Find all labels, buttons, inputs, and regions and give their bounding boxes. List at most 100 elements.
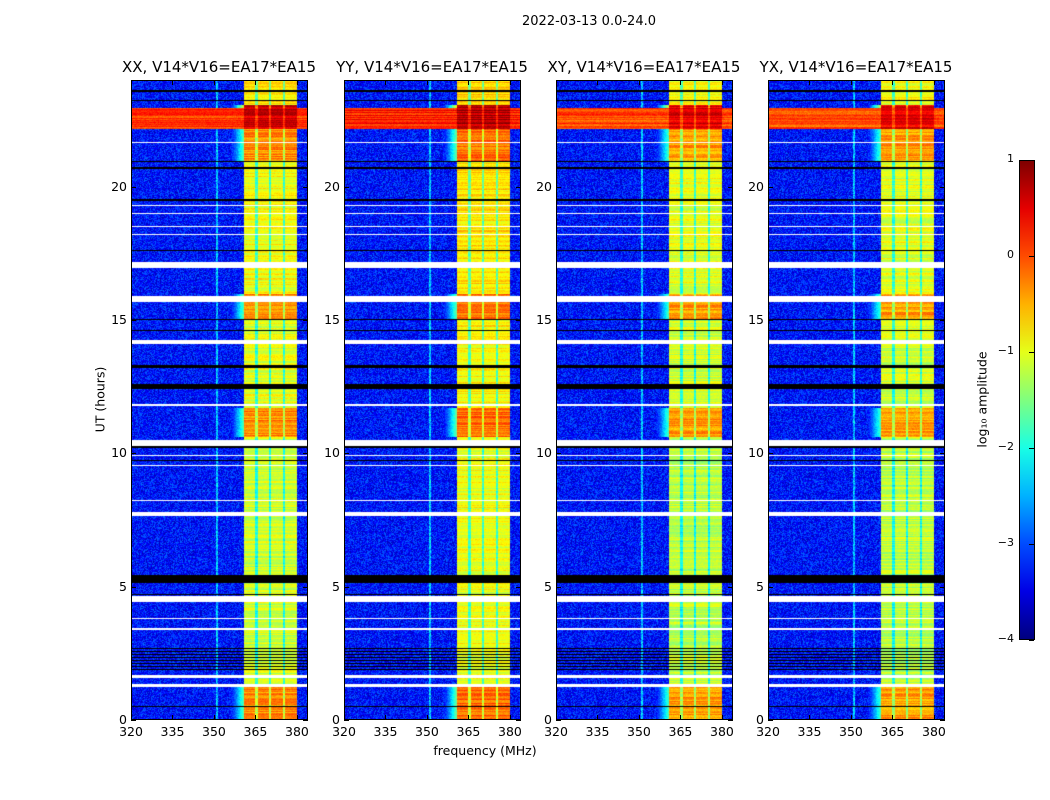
heatmap-panel [131, 80, 308, 720]
y-tick [344, 586, 349, 588]
y-tick-label: 10 [324, 445, 340, 461]
x-tick-top [680, 80, 682, 85]
heatmap-panel [768, 80, 945, 720]
x-tick-top [768, 80, 769, 85]
x-tick-label: 335 [797, 724, 822, 739]
colorbar-tick-label: −2 [997, 440, 1014, 453]
x-tick-label: 350 [415, 724, 439, 739]
y-tick [556, 320, 561, 321]
x-tick [597, 715, 599, 720]
y-tick-right [728, 320, 733, 321]
x-tick-label: 365 [668, 724, 693, 739]
colorbar-tick [1029, 160, 1034, 161]
y-tick [768, 586, 773, 588]
x-tick [296, 715, 298, 720]
x-tick-label: 380 [285, 724, 309, 739]
heatmap-canvas [557, 81, 732, 719]
y-tick-label: 0 [332, 712, 340, 727]
y-tick [131, 186, 136, 188]
y-tick [344, 186, 349, 188]
x-tick-top [721, 80, 723, 85]
x-tick-label: 320 [756, 724, 780, 739]
x-tick-label: 350 [202, 724, 226, 739]
heatmap-panel [556, 80, 733, 720]
y-tick [131, 453, 136, 455]
x-tick-label: 335 [585, 724, 610, 739]
y-axis-label: UT (hours) [92, 366, 108, 433]
x-tick-top [933, 80, 935, 85]
heatmap-panel [344, 80, 521, 720]
x-tick [385, 715, 387, 720]
colorbar-tick-label: 0 [1007, 248, 1014, 261]
y-tick-label: 10 [748, 445, 764, 461]
y-tick-label: 15 [324, 312, 340, 327]
x-tick-label: 365 [243, 724, 268, 739]
colorbar-tick [1029, 448, 1034, 449]
x-tick-top [556, 80, 557, 85]
y-tick-label: 10 [111, 445, 127, 461]
x-tick-label: 380 [498, 724, 522, 739]
y-tick-right [940, 720, 945, 721]
y-tick-label: 20 [111, 178, 127, 194]
y-tick-right [728, 186, 733, 188]
x-tick-top [426, 80, 428, 85]
y-tick [344, 720, 349, 721]
y-tick-right [728, 453, 733, 455]
y-tick-label: 20 [748, 178, 764, 194]
heatmap-canvas [769, 81, 944, 719]
x-tick [213, 715, 215, 720]
y-tick-right [516, 453, 521, 455]
y-tick [131, 586, 136, 588]
x-tick-label: 380 [922, 724, 946, 739]
panel-title: YX, V14*V16=EA17*EA15 [759, 58, 953, 76]
x-tick [892, 715, 894, 720]
x-tick [509, 715, 511, 720]
y-tick [344, 453, 349, 455]
y-tick-right [940, 186, 945, 188]
y-tick [556, 720, 561, 721]
y-tick-label: 0 [544, 712, 552, 727]
x-tick-label: 365 [880, 724, 905, 739]
colorbar-tick [1029, 640, 1034, 641]
y-tick-right [303, 720, 308, 721]
x-tick [768, 715, 769, 720]
x-tick-top [255, 80, 257, 85]
colorbar-tick [1029, 256, 1034, 257]
x-tick-top [131, 80, 132, 85]
x-tick [850, 715, 852, 720]
y-tick [556, 186, 561, 188]
y-tick [556, 586, 561, 588]
y-tick-right [303, 320, 308, 321]
y-tick-right [940, 586, 945, 588]
y-tick-label: 0 [119, 712, 127, 727]
x-tick [131, 715, 132, 720]
y-tick-right [516, 186, 521, 188]
y-tick-right [303, 586, 308, 588]
x-tick-label: 365 [456, 724, 481, 739]
x-tick [556, 715, 557, 720]
x-tick-label: 350 [839, 724, 863, 739]
y-tick [556, 453, 561, 455]
x-tick-label: 320 [544, 724, 568, 739]
colorbar-tick-label: 1 [1007, 152, 1014, 165]
x-tick [255, 715, 257, 720]
x-tick-top [344, 80, 345, 85]
colorbar-tick [1029, 544, 1034, 545]
x-tick-label: 320 [332, 724, 356, 739]
y-tick-right [940, 320, 945, 321]
x-tick [680, 715, 682, 720]
y-tick-right [516, 720, 521, 721]
y-tick-label: 15 [536, 312, 552, 327]
colorbar [1019, 160, 1035, 640]
x-tick-top [296, 80, 298, 85]
colorbar-tick-label: −4 [997, 632, 1014, 645]
y-tick [768, 186, 773, 188]
x-tick [172, 715, 174, 720]
y-tick-right [728, 586, 733, 588]
x-tick-top [809, 80, 811, 85]
colorbar-tick-label: −3 [997, 536, 1014, 549]
y-tick-right [303, 453, 308, 455]
y-tick-label: 5 [119, 578, 127, 594]
x-tick-label: 350 [627, 724, 651, 739]
panel-title: XY, V14*V16=EA17*EA15 [547, 58, 741, 76]
